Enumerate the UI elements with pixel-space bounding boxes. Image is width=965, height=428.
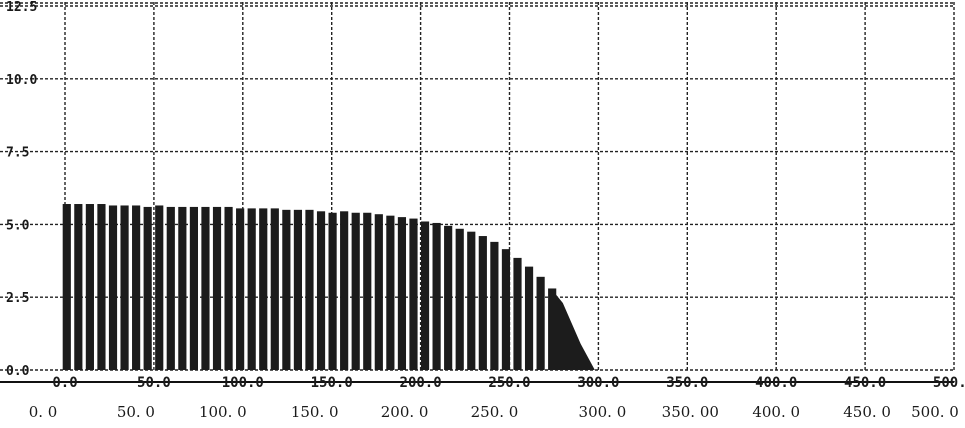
bar [108, 205, 118, 370]
bar-tail [555, 294, 595, 370]
bar [62, 204, 71, 370]
x-tick-label: 350. 00 [662, 403, 719, 421]
x-tick-label-axis: 200.0 [400, 375, 442, 391]
bar [201, 206, 210, 370]
x-tick-label-axis: 50.0 [137, 375, 171, 391]
bars-layer [62, 204, 595, 370]
x-tick-label-axis: 450.0 [844, 375, 886, 391]
bar [397, 217, 407, 370]
x-tick-label: 150. 0 [291, 403, 339, 421]
bar [74, 204, 83, 370]
x-tick-label: 400. 0 [752, 403, 800, 421]
bar [351, 212, 360, 370]
bar [97, 204, 106, 370]
y-tick-label: 0.0 [6, 364, 30, 379]
bar [316, 211, 326, 370]
bar [524, 266, 534, 370]
bar [386, 215, 395, 370]
x-tick-label: 300. 0 [579, 403, 627, 421]
x-tick-label: 100. 0 [199, 403, 247, 421]
bar [282, 209, 291, 370]
bar [478, 236, 487, 370]
x-tick-label-axis: 150.0 [311, 375, 353, 391]
bar [432, 222, 441, 370]
x-tick-label: 0. 0 [29, 403, 58, 421]
x-tick-label-axis: 0.0 [52, 375, 77, 391]
bar [409, 218, 418, 370]
bar [536, 276, 545, 370]
bar [305, 209, 314, 370]
x-tick-label-axis: 400.0 [755, 375, 797, 391]
bar [501, 249, 511, 370]
bar [467, 231, 476, 370]
y-tick-label: 12.5 [6, 0, 37, 15]
x-tick-label: 450. 0 [843, 403, 891, 421]
bar [513, 257, 522, 370]
y-tick-label: 2.5 [6, 291, 29, 306]
x-tick-label: 200. 0 [381, 403, 429, 421]
bar [212, 206, 222, 370]
bar [490, 241, 499, 370]
bar [120, 205, 129, 370]
bar [340, 211, 349, 370]
bar [143, 206, 152, 370]
x-tick-label-axis: 300.0 [577, 375, 619, 391]
bar [155, 205, 164, 370]
x-tick-label-axis: 500.0 [933, 375, 965, 391]
x-tick-label: 50. 0 [117, 403, 155, 421]
bar [363, 212, 372, 370]
bar [270, 208, 279, 370]
bar [374, 214, 383, 370]
y-tick-label: 5.0 [6, 218, 30, 233]
grid-layer [0, 2, 955, 371]
bar [455, 228, 464, 370]
bar [420, 221, 430, 370]
bar [444, 225, 453, 370]
bar [247, 208, 256, 370]
x-tick-label-axis: 250.0 [488, 375, 530, 391]
y-tick-label: 10.0 [6, 73, 37, 88]
bar [189, 206, 198, 370]
x-tick-label: 500. 0 [911, 403, 959, 421]
bar [259, 208, 268, 370]
x-tick-label-axis: 100.0 [222, 375, 264, 391]
y-tick-label: 7.5 [6, 146, 29, 161]
label-layer: 0.0 2.5 10.0 7.5 5.0 12.5 0.0 50.0 100.0 150.0 200… [6, 0, 965, 421]
bar [236, 208, 245, 370]
bar [548, 288, 557, 370]
x-tick-label: 250. 0 [471, 403, 519, 421]
bar [85, 204, 94, 370]
x-tick-label-axis: 350.0 [666, 375, 708, 391]
bar [132, 205, 141, 370]
bar [166, 206, 175, 370]
bar [328, 212, 337, 370]
bar [178, 206, 187, 370]
bar [293, 209, 303, 370]
bar [224, 206, 233, 370]
